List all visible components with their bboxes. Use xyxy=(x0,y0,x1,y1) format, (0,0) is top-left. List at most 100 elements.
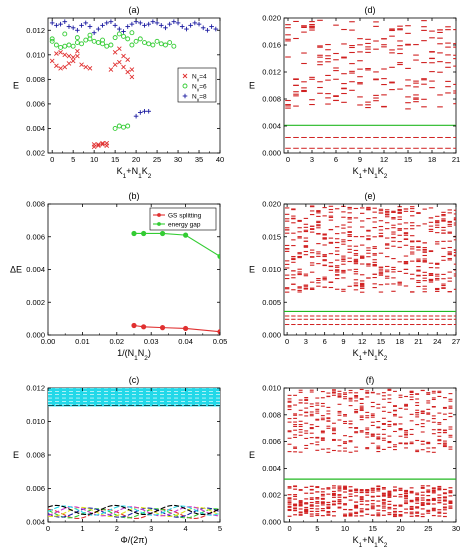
x-tick-label: 9 xyxy=(358,155,362,164)
x-tick-label: 18 xyxy=(396,337,404,346)
legend-marker xyxy=(182,83,188,89)
plot-frame xyxy=(283,203,457,336)
data-point xyxy=(104,20,110,26)
x-tick-label: 30 xyxy=(452,524,460,533)
y-axis-label: E xyxy=(13,450,19,460)
y-tick-label: 0.008 xyxy=(26,451,45,460)
data-point xyxy=(74,35,80,41)
panel-title: (d) xyxy=(365,5,376,15)
x-tick-label: 27 xyxy=(452,337,460,346)
plot-frame xyxy=(283,387,457,523)
data-point xyxy=(129,67,135,72)
data-point xyxy=(167,40,173,45)
data-point xyxy=(116,31,122,37)
x-tick-label: 20 xyxy=(132,155,140,164)
data-point xyxy=(49,58,55,64)
x-axis-label: 1/(N1N2) xyxy=(117,348,151,362)
y-axis-label: E xyxy=(249,81,255,91)
data-point xyxy=(117,26,122,32)
spectral-flow-line xyxy=(48,505,220,516)
y-tick-label: 0.008 xyxy=(26,200,45,209)
x-tick-label: 24 xyxy=(433,337,441,346)
data-point xyxy=(125,24,131,29)
data-point xyxy=(53,42,59,48)
data-point xyxy=(125,36,131,42)
y-tick-label: 0.010 xyxy=(26,417,45,426)
plot-frame xyxy=(283,17,457,154)
x-tick-label: 15 xyxy=(369,524,377,533)
data-point xyxy=(192,20,198,26)
y-axis-label: E xyxy=(249,450,255,460)
x-tick-label: 3 xyxy=(304,337,308,346)
data-point xyxy=(137,110,143,115)
x-tick-label: 20 xyxy=(396,524,404,533)
data-point xyxy=(121,33,126,39)
data-point xyxy=(146,21,151,27)
y-tick-label: 0.006 xyxy=(262,437,281,446)
data-point xyxy=(121,64,126,70)
data-point xyxy=(112,23,118,28)
y-tick-label: 0.008 xyxy=(262,95,281,104)
x-axis-label: K1+N1K2 xyxy=(353,166,388,180)
data-point xyxy=(133,113,139,119)
data-point xyxy=(158,23,164,28)
data-point xyxy=(54,51,59,56)
data-point xyxy=(142,23,147,28)
data-point xyxy=(96,26,101,32)
data-point xyxy=(62,64,68,70)
x-tick-label: 0.05 xyxy=(213,337,228,346)
data-point xyxy=(137,36,143,42)
data-point xyxy=(75,53,80,59)
y-tick-label: 0.005 xyxy=(262,298,281,307)
y-tick-label: 0.006 xyxy=(26,484,45,493)
y-axis-label: E xyxy=(249,265,255,275)
plot-area xyxy=(284,19,456,149)
data-point xyxy=(70,43,76,49)
data-point xyxy=(54,23,59,28)
data-point xyxy=(163,25,168,31)
data-point xyxy=(104,43,110,49)
data-point xyxy=(116,59,122,65)
x-tick-label: 12 xyxy=(358,337,366,346)
data-point xyxy=(131,230,137,237)
data-point xyxy=(150,19,156,24)
data-point xyxy=(66,61,72,66)
data-point xyxy=(154,20,160,26)
legend-label: Nv=6 xyxy=(192,83,207,93)
data-point xyxy=(121,124,126,130)
x-tick-label: 18 xyxy=(428,155,436,164)
data-point xyxy=(129,30,135,36)
y-tick-label: 0.020 xyxy=(262,14,281,23)
data-point xyxy=(116,123,122,129)
y-tick-label: 0.000 xyxy=(262,518,281,527)
panel-title: (f) xyxy=(366,375,375,385)
spectral-flow-line xyxy=(48,508,220,519)
panel-title: (b) xyxy=(129,191,140,201)
data-point xyxy=(100,140,105,146)
data-point xyxy=(200,25,206,31)
data-point xyxy=(83,37,89,43)
x-tick-label: 15 xyxy=(377,337,385,346)
data-point xyxy=(150,42,156,48)
data-point xyxy=(75,48,80,54)
data-point xyxy=(171,43,177,49)
spectral-flow-line xyxy=(48,508,220,520)
data-point xyxy=(66,53,72,59)
data-point xyxy=(205,27,210,33)
data-point xyxy=(141,230,147,237)
y-tick-label: 0.002 xyxy=(262,491,281,500)
x-tick-label: 12 xyxy=(380,155,388,164)
data-point xyxy=(83,20,89,26)
data-point xyxy=(129,74,135,80)
x-tick-label: 0.00 xyxy=(41,337,56,346)
series-line xyxy=(134,232,220,257)
x-tick-label: 15 xyxy=(404,155,412,164)
series-line xyxy=(133,324,220,333)
data-point xyxy=(58,65,63,71)
data-point xyxy=(112,62,118,67)
panel-b: (b) 0.00 0.01 0.02 0.03 0.04 0.05 0.000 0.002 0.0… xyxy=(10,191,227,362)
data-point xyxy=(154,38,160,44)
data-point xyxy=(121,53,126,59)
data-point xyxy=(108,67,114,72)
panel-e: (e) 0 3 6 9 12 15 18 21 24 27 0.000 0.005 0.010 0.015 0… xyxy=(249,191,460,362)
